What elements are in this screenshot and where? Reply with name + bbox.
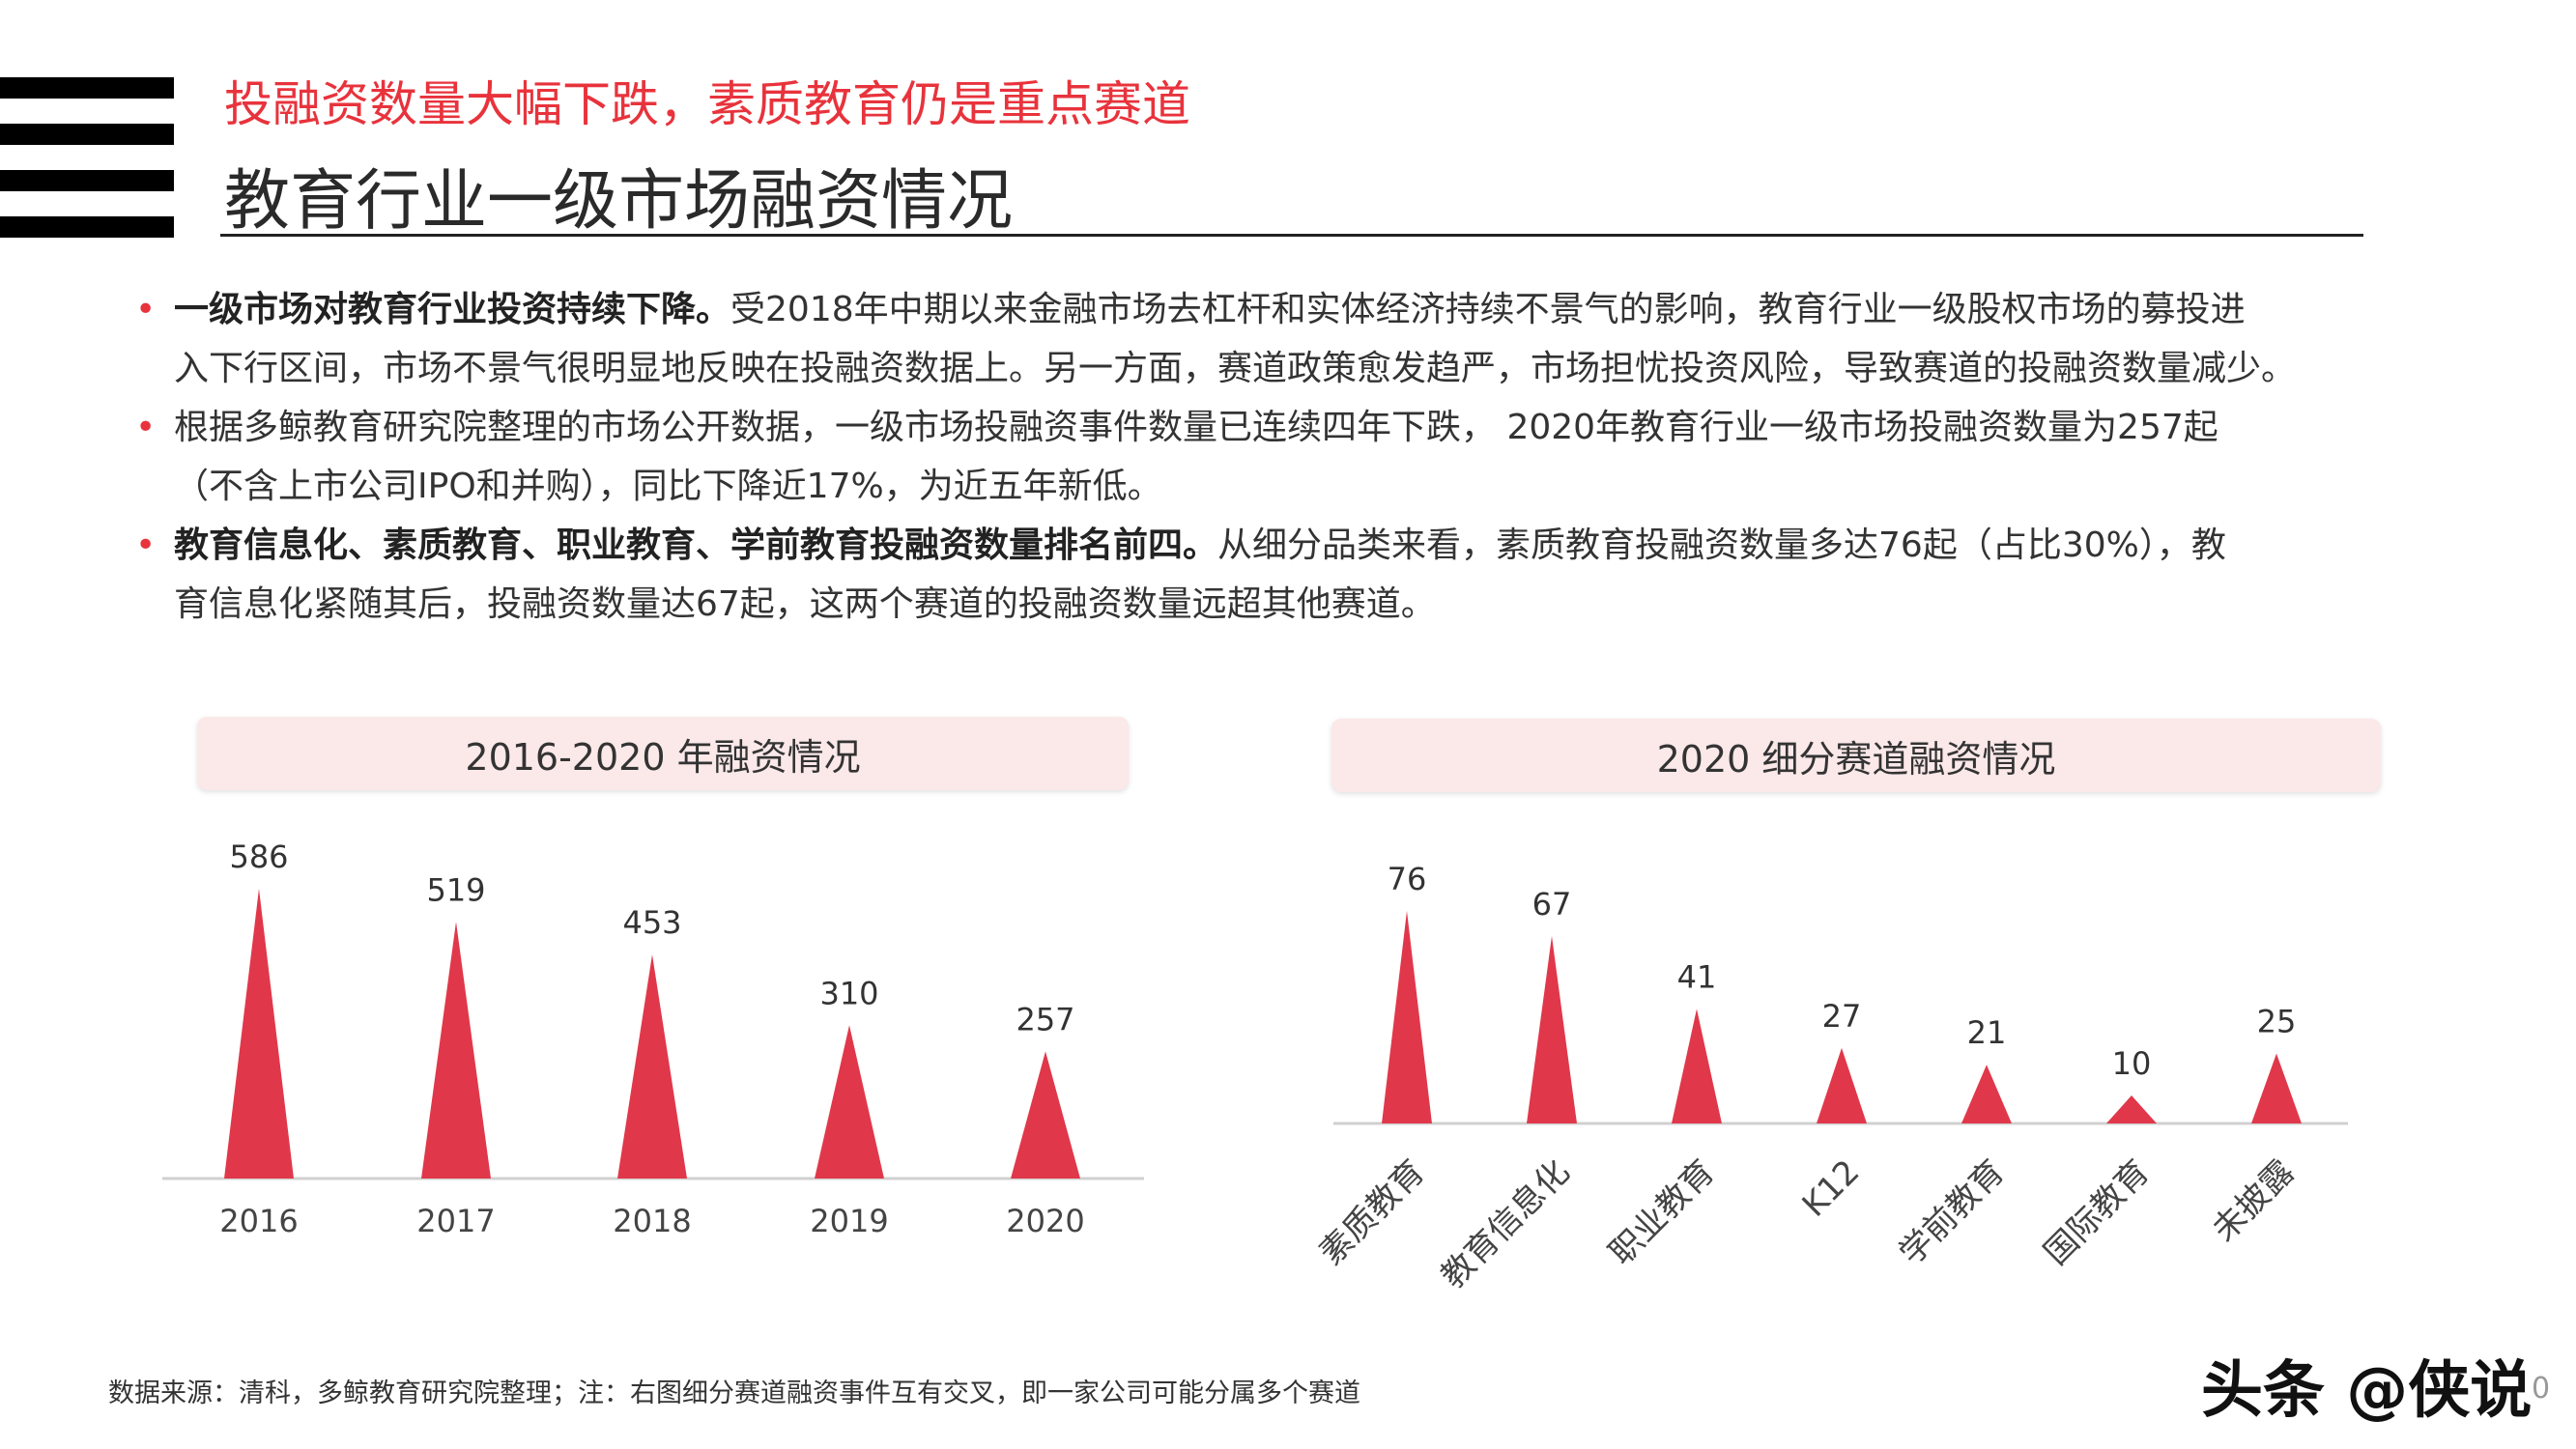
data-source-note: 数据来源：清科，多鲸教育研究院整理；注：右图细分赛道融资事件互有交叉，即一家公司…	[108, 1378, 1360, 1408]
bullet-2-line-1: 根据多鲸教育研究院整理的市场公开数据，一级市场投融资事件数量已连续四年下跌， 2…	[174, 408, 2218, 447]
page-subtitle: 投融资数量大幅下跌，素质教育仍是重点赛道	[224, 76, 1190, 132]
chart-1-value-label: 257	[1016, 1001, 1074, 1037]
chart-2-value-label: 10	[2112, 1045, 2152, 1082]
chart-2-value-label: 41	[1677, 958, 1717, 995]
chart-1-value-label: 310	[819, 975, 878, 1011]
bullet-1-line-1: 受2018年中期以来金融市场去杠杆和实体经济持续不景气的影响，教育行业一级股权市…	[730, 290, 2246, 329]
chart-1-bar	[224, 889, 294, 1179]
chart-2-value-label: 67	[1532, 886, 1572, 923]
header-stripes-decoration	[0, 77, 174, 242]
bullet-dot: •	[135, 408, 157, 447]
bullet-1-line-2: 入下行区间，市场不景气很明显地反映在投融资数据上。另一方面，赛道政策愈发趋严，市…	[174, 349, 2297, 388]
chart-2-bar	[2251, 1053, 2302, 1123]
chart-1-bar	[421, 922, 491, 1179]
bullet-list: • 一级市场对教育行业投资持续下降。受2018年中期以来金融市场去杠杆和实体经济…	[135, 280, 2454, 634]
chart-1-tick-label: 2016	[219, 1203, 298, 1239]
bullet-dot: •	[135, 526, 157, 565]
chart-2-tick-label: 教育信息化	[1434, 1152, 1577, 1295]
chart-1-tick-label: 2018	[613, 1203, 691, 1239]
chart-2-bar	[1961, 1065, 2012, 1123]
bullet-item-1: • 一级市场对教育行业投资持续下降。受2018年中期以来金融市场去杠杆和实体经济…	[135, 280, 2454, 398]
chart-1-bar	[1011, 1051, 1080, 1179]
chart-2-bar	[1817, 1047, 1867, 1123]
chart-2-tick-label: 素质教育	[1312, 1152, 1432, 1272]
page-title: 教育行业一级市场融资情况	[224, 163, 1014, 240]
chart-1-title: 2016-2020 年融资情况	[197, 717, 1129, 790]
chart-2-value-label: 76	[1388, 861, 1427, 897]
bullet-item-2: • 根据多鲸教育研究院整理的市场公开数据，一级市场投融资事件数量已连续四年下跌，…	[135, 398, 2454, 516]
bullet-3-bold: 教育信息化、素质教育、职业教育、学前教育投融资数量排名前四。	[174, 526, 1218, 565]
watermark: 头条 @侠说	[2201, 1355, 2533, 1427]
chart-2-tick-label: 职业教育	[1602, 1152, 1722, 1272]
title-divider	[220, 234, 2363, 237]
bullet-2-line-2: （不含上市公司IPO和并购），同比下降近17%，为近五年新低。	[174, 467, 1162, 506]
chart-2-value-label: 25	[2257, 1004, 2297, 1040]
bullet-3-line-2: 育信息化紧随其后，投融资数量达67起，这两个赛道的投融资数量远超其他赛道。	[174, 584, 1436, 624]
chart-1-bar	[815, 1025, 884, 1179]
chart-1-bar	[617, 954, 687, 1179]
chart-2-title: 2020 细分赛道融资情况	[1331, 719, 2381, 792]
chart-2-value-label: 21	[1967, 1014, 2007, 1051]
chart-2-bar	[2106, 1095, 2157, 1123]
chart-1-value-label: 453	[622, 904, 681, 941]
bullet-1-bold: 一级市场对教育行业投资持续下降。	[174, 290, 731, 329]
chart-2-value-label: 27	[1822, 998, 1862, 1035]
chart-1-value-label: 586	[229, 838, 288, 875]
bullet-3-line-1: 从细分品类来看，素质教育投融资数量多达76起（占比30%），教	[1217, 526, 2226, 565]
chart-2-bar	[1672, 1009, 1722, 1123]
chart-2-tick-label: 学前教育	[1892, 1152, 2012, 1272]
chart-1-value-label: 519	[426, 871, 485, 908]
chart-2-bar	[1527, 936, 1577, 1123]
bullet-dot: •	[135, 290, 157, 329]
page-number: 0	[2532, 1372, 2551, 1406]
chart-2-bar	[1382, 911, 1432, 1123]
chart-1-tick-label: 2019	[810, 1203, 888, 1239]
chart-1-tick-label: 2020	[1006, 1203, 1084, 1239]
chart-2-tick-label: 未披露	[2205, 1152, 2302, 1249]
chart-1-tick-label: 2017	[416, 1203, 495, 1239]
chart-2-tick-label: 国际教育	[2037, 1152, 2157, 1272]
bullet-item-3: • 教育信息化、素质教育、职业教育、学前教育投融资数量排名前四。从细分品类来看，…	[135, 516, 2454, 634]
chart-2-tick-label: K12	[1795, 1152, 1868, 1225]
